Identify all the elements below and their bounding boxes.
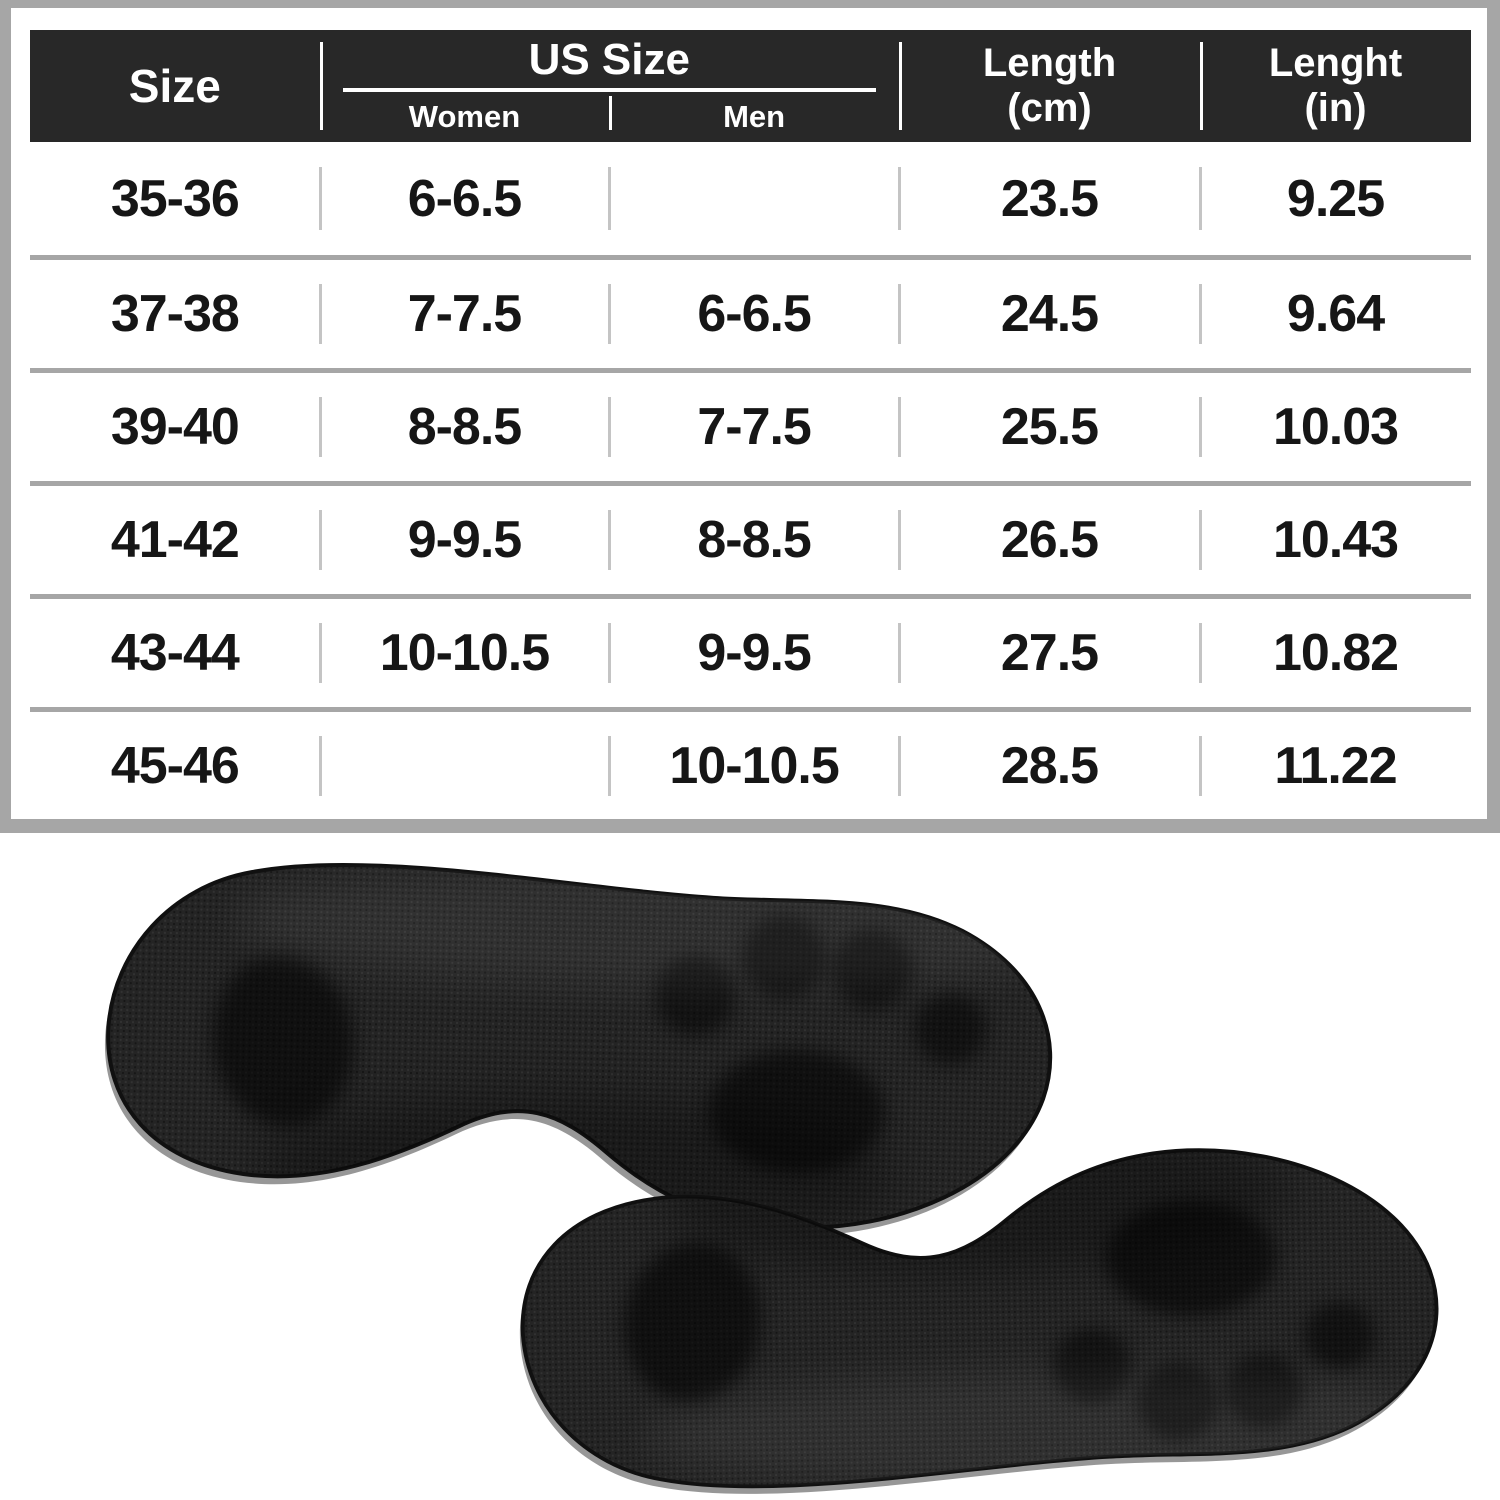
cell-women: 7-7.5 bbox=[318, 260, 610, 368]
header-women: Women bbox=[408, 99, 521, 134]
left-insole bbox=[101, 857, 1056, 1241]
table-row: 39-40 8-8.5 7-7.5 25.5 10.03 bbox=[30, 368, 1471, 481]
header-divider bbox=[319, 42, 323, 130]
header-divider bbox=[898, 42, 902, 130]
header-us-size-group: US Size Women Men bbox=[320, 30, 899, 142]
cell-women: 10-10.5 bbox=[318, 599, 610, 707]
cell-length-cm: 27.5 bbox=[897, 599, 1200, 707]
table-row: 41-42 9-9.5 8-8.5 26.5 10.43 bbox=[30, 481, 1471, 594]
table-header: Size US Size Women Men Length (cm) bbox=[30, 30, 1471, 142]
cell-length-cm: 26.5 bbox=[897, 486, 1200, 594]
cell-women: 6-6.5 bbox=[318, 142, 610, 255]
cell-length-cm: 28.5 bbox=[897, 712, 1200, 820]
header-us-size: US Size bbox=[528, 35, 690, 84]
header-us-size-underline bbox=[342, 88, 876, 92]
cell-length-in: 10.43 bbox=[1199, 486, 1471, 594]
header-us-size-subrow: Women Men bbox=[320, 92, 899, 142]
cell-men bbox=[608, 142, 899, 255]
cell-length-in: 10.03 bbox=[1199, 373, 1471, 481]
cell-length-in: 9.25 bbox=[1199, 142, 1471, 255]
header-length-cm-line1: Length bbox=[982, 41, 1117, 86]
cell-length-in: 9.64 bbox=[1199, 260, 1471, 368]
header-size: Size bbox=[128, 60, 221, 112]
cell-length-in: 10.82 bbox=[1199, 599, 1471, 707]
table-row: 45-46 10-10.5 28.5 11.22 bbox=[30, 707, 1471, 820]
header-length-in: Lenght (in) bbox=[1200, 30, 1471, 142]
size-chart-panel-inner: Size US Size Women Men Length (cm) bbox=[11, 8, 1487, 819]
header-length-in-line1: Lenght bbox=[1268, 41, 1403, 86]
cell-men: 8-8.5 bbox=[608, 486, 899, 594]
cell-women: 9-9.5 bbox=[318, 486, 610, 594]
cell-size: 39-40 bbox=[110, 398, 240, 456]
cell-men: 10-10.5 bbox=[608, 712, 899, 820]
header-men: Men bbox=[723, 99, 786, 134]
cell-size: 41-42 bbox=[110, 511, 240, 569]
cell-men: 7-7.5 bbox=[608, 373, 899, 481]
cell-women: 8-8.5 bbox=[318, 373, 610, 481]
cell-size: 37-38 bbox=[110, 285, 240, 343]
cell-length-cm: 25.5 bbox=[897, 373, 1200, 481]
cell-length-in: 11.22 bbox=[1199, 712, 1471, 820]
cell-size: 35-36 bbox=[110, 169, 240, 228]
header-length-in-line2: (in) bbox=[1304, 86, 1367, 130]
header-divider bbox=[1200, 42, 1204, 130]
insoles-photo bbox=[101, 857, 1442, 1498]
cell-men: 6-6.5 bbox=[608, 260, 899, 368]
size-chart-panel: Size US Size Women Men Length (cm) bbox=[0, 0, 1500, 833]
size-table: Size US Size Women Men Length (cm) bbox=[30, 30, 1471, 820]
cell-length-cm: 24.5 bbox=[897, 260, 1200, 368]
header-divider bbox=[609, 96, 613, 130]
cell-women bbox=[318, 712, 610, 820]
header-length-cm: Length (cm) bbox=[899, 30, 1200, 142]
cell-men: 9-9.5 bbox=[608, 599, 899, 707]
table-row: 37-38 7-7.5 6-6.5 24.5 9.64 bbox=[30, 255, 1471, 368]
cell-length-cm: 23.5 bbox=[897, 142, 1200, 255]
header-length-cm-line2: (cm) bbox=[1007, 86, 1092, 130]
cell-size: 43-44 bbox=[110, 624, 240, 682]
cell-size: 45-46 bbox=[110, 737, 240, 795]
table-row: 43-44 10-10.5 9-9.5 27.5 10.82 bbox=[30, 594, 1471, 707]
table-row: 35-36 6-6.5 23.5 9.25 bbox=[30, 142, 1471, 255]
